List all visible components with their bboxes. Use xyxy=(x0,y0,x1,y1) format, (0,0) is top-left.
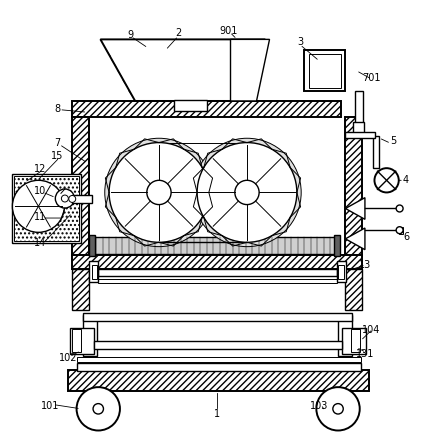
Circle shape xyxy=(13,180,64,232)
Text: 13: 13 xyxy=(358,260,370,270)
Circle shape xyxy=(109,143,208,242)
Circle shape xyxy=(395,227,402,233)
Bar xyxy=(336,261,345,282)
Circle shape xyxy=(105,138,213,247)
Text: 6: 6 xyxy=(402,232,408,242)
Text: 103: 103 xyxy=(309,401,328,411)
Text: 901: 901 xyxy=(219,26,237,36)
Text: 3: 3 xyxy=(296,37,302,47)
Bar xyxy=(72,101,340,117)
Bar xyxy=(72,195,92,203)
Text: 14: 14 xyxy=(33,238,46,248)
Circle shape xyxy=(197,143,296,242)
Bar xyxy=(338,265,343,279)
Bar xyxy=(70,328,94,354)
Bar xyxy=(83,315,97,356)
Bar xyxy=(333,235,339,256)
Bar xyxy=(303,50,345,91)
Bar xyxy=(342,328,365,354)
Bar xyxy=(89,235,95,256)
Bar xyxy=(352,122,363,137)
Polygon shape xyxy=(230,39,269,101)
Text: 101: 101 xyxy=(41,401,59,411)
Text: 8: 8 xyxy=(54,104,60,114)
Bar xyxy=(98,269,336,276)
Bar xyxy=(174,100,206,111)
Text: 131: 131 xyxy=(355,349,373,359)
Bar xyxy=(98,279,336,283)
Circle shape xyxy=(234,180,259,205)
Bar xyxy=(355,91,362,123)
Bar xyxy=(398,227,402,233)
Text: 104: 104 xyxy=(362,325,380,335)
Text: 12: 12 xyxy=(33,164,46,175)
Text: 7: 7 xyxy=(54,139,60,148)
Bar xyxy=(72,269,89,311)
Circle shape xyxy=(395,205,402,212)
Text: 701: 701 xyxy=(362,74,380,83)
Circle shape xyxy=(316,387,359,431)
Circle shape xyxy=(147,180,171,205)
Circle shape xyxy=(61,195,68,202)
Text: 9: 9 xyxy=(128,30,134,40)
Circle shape xyxy=(332,404,342,414)
Bar xyxy=(76,357,360,362)
Circle shape xyxy=(76,387,120,431)
Circle shape xyxy=(69,195,76,202)
Bar xyxy=(72,117,89,256)
Text: 1: 1 xyxy=(214,409,220,420)
Circle shape xyxy=(93,404,103,414)
Bar xyxy=(83,313,351,321)
Bar xyxy=(12,174,81,243)
Bar xyxy=(72,255,361,269)
Text: 11: 11 xyxy=(33,212,46,222)
Text: 10: 10 xyxy=(33,186,46,196)
Bar xyxy=(76,363,360,371)
Bar xyxy=(337,315,351,356)
Polygon shape xyxy=(100,39,265,101)
Bar xyxy=(89,117,345,255)
Circle shape xyxy=(192,138,300,247)
Bar xyxy=(72,329,81,353)
Bar xyxy=(92,265,97,279)
Bar xyxy=(94,341,342,350)
Text: 4: 4 xyxy=(402,175,408,185)
Bar xyxy=(308,54,340,88)
Bar xyxy=(345,269,361,311)
Circle shape xyxy=(55,189,74,208)
Polygon shape xyxy=(345,198,364,219)
Polygon shape xyxy=(345,228,364,250)
Bar xyxy=(89,261,98,282)
Bar xyxy=(68,370,368,391)
Text: 5: 5 xyxy=(389,136,395,146)
Bar xyxy=(14,176,79,241)
Bar xyxy=(94,237,334,254)
Bar xyxy=(350,329,359,353)
Text: 2: 2 xyxy=(175,28,181,38)
Text: 102: 102 xyxy=(59,353,77,363)
Bar xyxy=(345,132,374,138)
Bar xyxy=(345,117,361,256)
Bar xyxy=(372,136,378,168)
Text: 15: 15 xyxy=(51,152,63,161)
Circle shape xyxy=(374,168,398,192)
